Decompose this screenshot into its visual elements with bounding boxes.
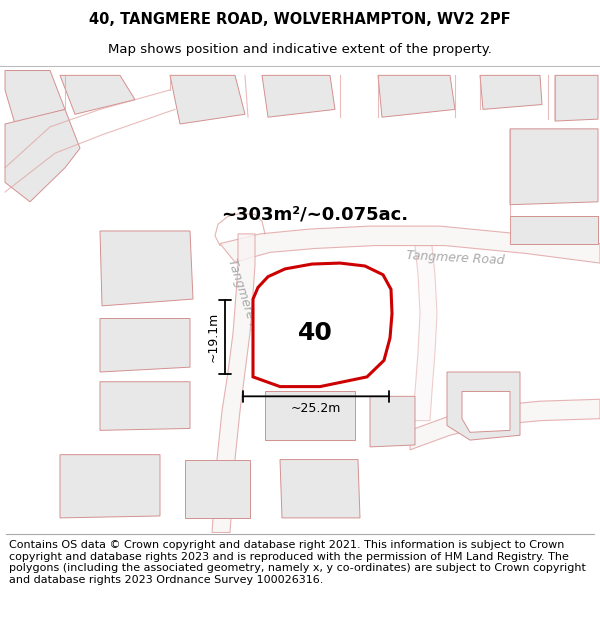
Polygon shape — [447, 372, 520, 440]
Polygon shape — [378, 76, 455, 117]
Polygon shape — [253, 263, 392, 387]
Polygon shape — [60, 455, 160, 518]
Polygon shape — [100, 319, 190, 372]
Polygon shape — [370, 396, 415, 447]
Text: Tangmere Road: Tangmere Road — [224, 257, 268, 354]
Polygon shape — [410, 399, 600, 450]
Polygon shape — [185, 459, 250, 518]
Polygon shape — [462, 391, 510, 432]
Text: Contains OS data © Crown copyright and database right 2021. This information is : Contains OS data © Crown copyright and d… — [9, 540, 586, 585]
Polygon shape — [220, 226, 600, 263]
Polygon shape — [5, 109, 80, 202]
Polygon shape — [60, 76, 135, 114]
Text: Tangmere Road: Tangmere Road — [406, 249, 505, 268]
Text: 40: 40 — [298, 321, 332, 345]
Polygon shape — [555, 76, 598, 121]
Polygon shape — [262, 76, 335, 117]
Polygon shape — [100, 382, 190, 431]
Polygon shape — [265, 391, 355, 440]
Text: Map shows position and indicative extent of the property.: Map shows position and indicative extent… — [108, 42, 492, 56]
Polygon shape — [480, 76, 542, 109]
Text: 40, TANGMERE ROAD, WOLVERHAMPTON, WV2 2PF: 40, TANGMERE ROAD, WOLVERHAMPTON, WV2 2P… — [89, 12, 511, 27]
Polygon shape — [510, 129, 598, 205]
Polygon shape — [413, 246, 437, 421]
Polygon shape — [510, 216, 598, 244]
Polygon shape — [280, 459, 360, 518]
Text: ~25.2m: ~25.2m — [291, 401, 341, 414]
Polygon shape — [170, 76, 245, 124]
Text: ~303m²/~0.075ac.: ~303m²/~0.075ac. — [221, 206, 409, 224]
Polygon shape — [100, 231, 193, 306]
Polygon shape — [212, 234, 255, 532]
Text: ~19.1m: ~19.1m — [206, 312, 220, 362]
Polygon shape — [5, 71, 65, 124]
